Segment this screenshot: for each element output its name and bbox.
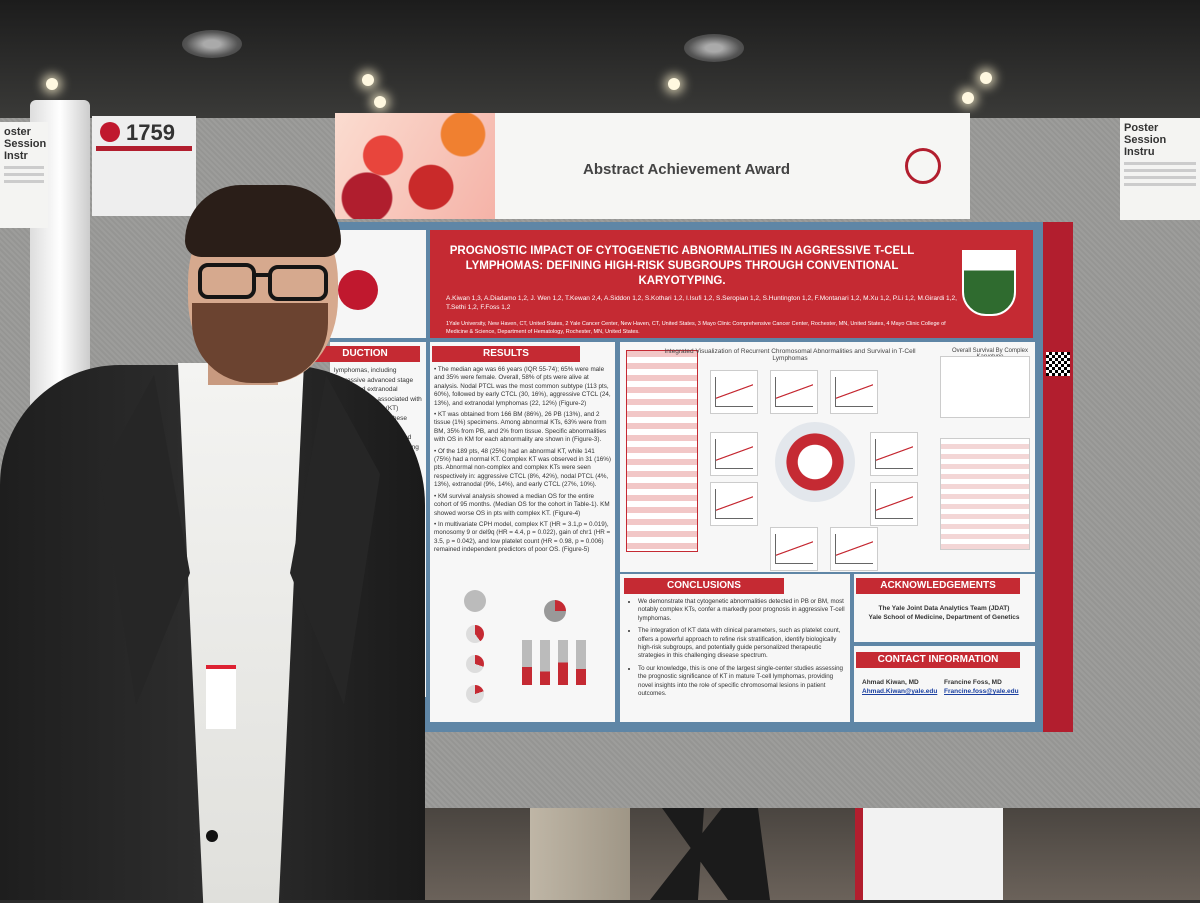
session-instructions-left: oster Session Instr: [0, 122, 48, 228]
results-heading: RESULTS: [432, 346, 580, 362]
results-panel: RESULTS • The median age was 66 years (I…: [430, 342, 615, 722]
km-curve: [710, 432, 758, 476]
km-curve: [870, 482, 918, 526]
ash-logo-icon: [100, 122, 120, 142]
person-legs: [530, 808, 630, 900]
beard: [192, 303, 328, 383]
results-paragraph: • The median age was 66 years (IQR 55-74…: [434, 366, 611, 407]
ceiling-light: [668, 78, 680, 90]
contact-name: Ahmad Kiwan, MD: [862, 679, 919, 686]
ceiling: [0, 0, 1200, 118]
km-curve: [770, 370, 818, 414]
conclusions-text: We demonstrate that cytogenetic abnormal…: [632, 598, 846, 702]
conclusions-panel: CONCLUSIONS We demonstrate that cytogene…: [620, 574, 850, 722]
award-banner: Abstract Achievement Award: [335, 113, 970, 219]
session-instructions-right: Poster Session Instru: [1120, 118, 1200, 220]
poster-authors: A.Kiwan 1,3, A.Diadamo 1,2, J. Wen 1,2, …: [446, 295, 957, 311]
ceiling-light: [46, 78, 58, 90]
results-paragraph: • Of the 189 pts, 48 (25%) had an abnorm…: [434, 447, 611, 489]
hair: [185, 185, 341, 257]
ceiling-light: [374, 96, 386, 108]
acknowledgements-text: The Yale Joint Data Analytics Team (JDAT…: [858, 604, 1030, 622]
bar-mark: [558, 640, 568, 685]
abnormalities-table: [626, 350, 698, 552]
poster-sidebar: [1043, 222, 1073, 732]
km-curve: [770, 527, 818, 571]
km-curve: [830, 527, 878, 571]
ceiling-vent: [684, 34, 744, 62]
conclusion-item: We demonstrate that cytogenetic abnormal…: [638, 598, 846, 623]
glasses-icon: [268, 265, 328, 301]
bar-mark: [576, 640, 586, 685]
pie-chart-icon: [544, 600, 566, 622]
glasses-bridge: [254, 273, 270, 277]
name-badge: [206, 665, 236, 729]
qr-code-icon: [1046, 352, 1070, 376]
ceiling-light: [362, 74, 374, 86]
pie-chart-icon: [466, 685, 484, 703]
figure-title: Integrated Visualization of Recurrent Ch…: [664, 348, 916, 362]
contact-name: Francine Foss, MD: [944, 679, 1002, 686]
acknowledgements-panel: ACKNOWLEDGEMENTS The Yale Joint Data Ana…: [854, 574, 1035, 642]
acknowledgements-heading: ACKNOWLEDGEMENTS: [856, 578, 1020, 594]
poster-affiliations: 1Yale University, New Haven, CT, United …: [446, 321, 946, 335]
notice-title: Poster Session Instru: [1124, 122, 1167, 158]
results-paragraph: • KM survival analysis showed a median O…: [434, 492, 610, 517]
km-curve: [870, 432, 918, 476]
contact-email: Francine.foss@yale.edu: [944, 688, 1019, 695]
intro-heading: DUCTION: [310, 346, 420, 362]
km-curve: [710, 482, 758, 526]
research-poster: PROGNOSTIC IMPACT OF CYTOGENETIC ABNORMA…: [310, 222, 1045, 732]
km-curve: [830, 370, 878, 414]
ceiling-light: [980, 72, 992, 84]
bar-mark: [540, 640, 550, 685]
results-text: • The median age was 66 years (IQR 55-74…: [434, 366, 612, 558]
contact-heading: CONTACT INFORMATION: [856, 652, 1020, 668]
notice-title: oster Session Instr: [4, 126, 47, 162]
board-number-card: 1759: [92, 116, 196, 216]
km-curve: [710, 370, 758, 414]
results-figures: [434, 570, 612, 715]
karyotype-circle-diagram: [775, 422, 855, 502]
ack-line: Yale School of Medicine, Department of G…: [868, 614, 1020, 621]
poster-title: PROGNOSTIC IMPACT OF CYTOGENETIC ABNORMA…: [449, 245, 915, 287]
yale-medicine-shield-icon: [962, 250, 1016, 316]
contact-email: Ahmad.Kiwan@yale.edu: [862, 688, 938, 695]
ceiling-light: [962, 92, 974, 104]
results-paragraph: • KT was obtained from 166 BM (86%), 26 …: [434, 411, 607, 444]
integrated-figure: Integrated Visualization of Recurrent Ch…: [620, 342, 1035, 572]
results-paragraph: • In multivariate CPH model, complex KT …: [434, 520, 611, 554]
overall-survival-chart: [940, 356, 1030, 418]
award-title: Abstract Achievement Award: [583, 161, 791, 178]
glasses-icon: [198, 263, 256, 299]
board-number: 1759: [126, 120, 175, 145]
ash-poster-logo: [330, 230, 426, 338]
pie-chart-icon: [466, 625, 484, 643]
poster-header: PROGNOSTIC IMPACT OF CYTOGENETIC ABNORMA…: [430, 230, 1033, 338]
bar-mark: [522, 640, 532, 685]
forest-plot: [940, 438, 1030, 550]
contact-panel: CONTACT INFORMATION Ahmad Kiwan, MD Franc…: [854, 646, 1035, 722]
ack-line: The Yale Joint Data Analytics Team (JDAT…: [878, 605, 1010, 612]
contact-text: Ahmad Kiwan, MD Francine Foss, MD Ahmad.K…: [862, 678, 1032, 696]
conclusion-item: To our knowledge, this is one of the lar…: [638, 665, 846, 699]
pie-chart-icon: [464, 590, 486, 612]
tote-bag: [855, 808, 1003, 900]
blood-cells-image: [335, 113, 495, 219]
presenter: [0, 185, 430, 903]
pie-chart-icon: [466, 655, 484, 673]
jacket-button: [206, 830, 218, 842]
ceiling-vent: [182, 30, 242, 58]
conclusions-heading: CONCLUSIONS: [624, 578, 784, 594]
conclusion-item: The integration of KT data with clinical…: [638, 627, 846, 661]
ash-seal-icon: [905, 148, 941, 184]
